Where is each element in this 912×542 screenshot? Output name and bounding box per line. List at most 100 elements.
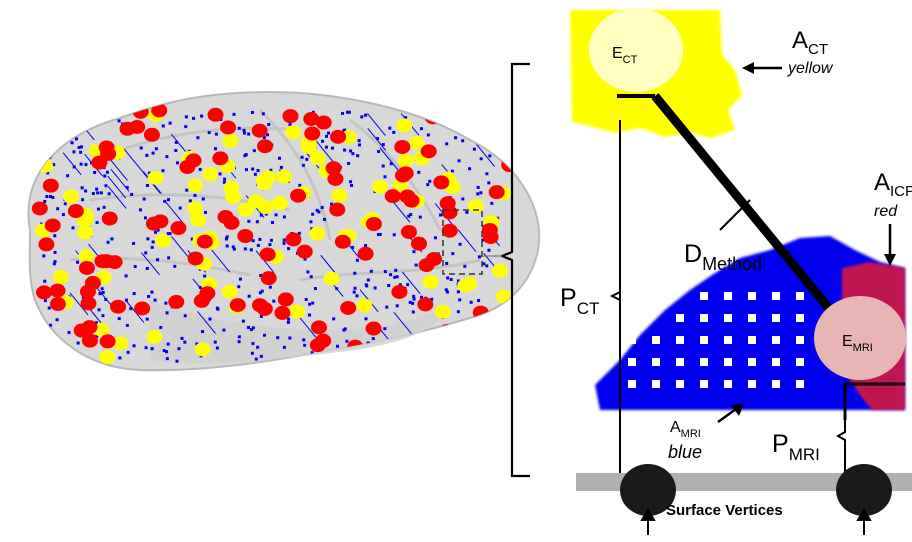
mri-marker — [144, 216, 147, 219]
mri-marker — [80, 163, 83, 166]
mri-marker — [421, 356, 424, 359]
mri-marker — [177, 347, 180, 350]
mri-marker — [54, 251, 57, 254]
icp-marker — [290, 189, 306, 203]
icp-marker — [80, 296, 96, 310]
mri-marker — [173, 265, 176, 268]
mri-marker — [487, 131, 490, 134]
mri-vertex — [772, 336, 780, 344]
mri-marker — [270, 239, 273, 242]
icp-marker — [297, 245, 313, 259]
mri-marker — [485, 333, 488, 336]
mri-marker — [102, 113, 105, 116]
mri-marker — [487, 181, 490, 184]
mri-marker — [448, 347, 451, 350]
icp-marker — [460, 339, 476, 353]
icp-marker — [230, 298, 246, 312]
mri-marker — [257, 169, 260, 172]
icp-marker — [220, 120, 236, 134]
mri-vertex — [796, 292, 804, 300]
mri-marker — [238, 335, 241, 338]
mri-marker — [256, 220, 259, 223]
mri-vertex — [748, 358, 756, 366]
mri-marker — [146, 237, 149, 240]
mri-marker — [345, 340, 348, 343]
ct-marker — [37, 159, 53, 173]
ct-marker — [457, 278, 473, 292]
mri-marker — [133, 292, 136, 295]
mri-marker — [341, 112, 344, 115]
ct-marker — [53, 270, 69, 284]
mri-marker — [251, 167, 254, 170]
a-icp-label: AICP — [874, 169, 912, 200]
mri-marker — [308, 303, 311, 306]
mri-marker — [146, 267, 149, 270]
mri-marker — [77, 342, 80, 345]
mri-marker — [477, 299, 480, 302]
mri-marker — [200, 115, 203, 118]
mri-marker — [166, 357, 169, 360]
mri-marker — [48, 307, 51, 310]
a-ct-color-note: yellow — [787, 60, 834, 77]
mri-marker — [484, 112, 487, 115]
mri-marker — [252, 326, 255, 329]
mri-marker — [81, 358, 84, 361]
icp-marker — [391, 285, 407, 299]
icp-marker — [100, 147, 116, 161]
icp-marker — [36, 285, 52, 299]
mri-marker — [222, 329, 225, 332]
icp-marker — [366, 217, 382, 231]
ct-marker — [356, 299, 372, 313]
ct-marker — [148, 171, 164, 185]
icp-marker — [442, 224, 458, 238]
mri-marker — [461, 139, 464, 142]
mri-marker — [238, 127, 241, 130]
ct-marker — [423, 275, 439, 289]
icp-marker — [326, 161, 342, 175]
mri-marker — [412, 295, 415, 298]
mri-marker — [302, 164, 305, 167]
icp-marker — [419, 258, 435, 272]
mri-marker — [276, 336, 279, 339]
mri-marker — [419, 216, 422, 219]
mri-marker — [262, 112, 265, 115]
mri-vertex — [772, 314, 780, 322]
mri-marker — [473, 148, 476, 151]
ct-marker — [492, 264, 508, 278]
a-ct-arrow — [742, 62, 782, 74]
shank-line — [462, 321, 480, 343]
mri-marker — [353, 291, 356, 294]
mri-marker — [251, 352, 254, 355]
mri-marker — [353, 272, 356, 275]
mri-marker — [125, 274, 128, 277]
mri-marker — [196, 136, 199, 139]
mri-marker — [487, 249, 490, 252]
d-method-pointer — [720, 200, 750, 230]
mri-marker — [479, 191, 482, 194]
mri-marker — [477, 110, 480, 113]
mri-marker — [185, 189, 188, 192]
mri-marker — [100, 191, 103, 194]
mri-marker — [165, 350, 168, 353]
mri-marker — [349, 180, 352, 183]
mri-marker — [247, 220, 250, 223]
mri-vertex — [628, 380, 636, 388]
mri-marker — [385, 306, 388, 309]
mri-marker — [263, 334, 266, 337]
mri-marker — [167, 232, 170, 235]
mri-marker — [143, 198, 146, 201]
ct-marker — [398, 154, 414, 168]
mri-marker — [117, 111, 120, 114]
mri-marker — [95, 188, 98, 191]
mri-marker — [283, 242, 286, 245]
mri-marker — [310, 275, 313, 278]
icp-marker — [188, 251, 204, 265]
mri-marker — [374, 286, 377, 289]
mri-marker — [62, 213, 65, 216]
mri-marker — [287, 247, 290, 250]
mri-marker — [349, 149, 352, 152]
mri-vertex — [700, 292, 708, 300]
mri-marker — [332, 317, 335, 320]
mri-marker — [56, 318, 59, 321]
ct-marker — [487, 317, 503, 331]
